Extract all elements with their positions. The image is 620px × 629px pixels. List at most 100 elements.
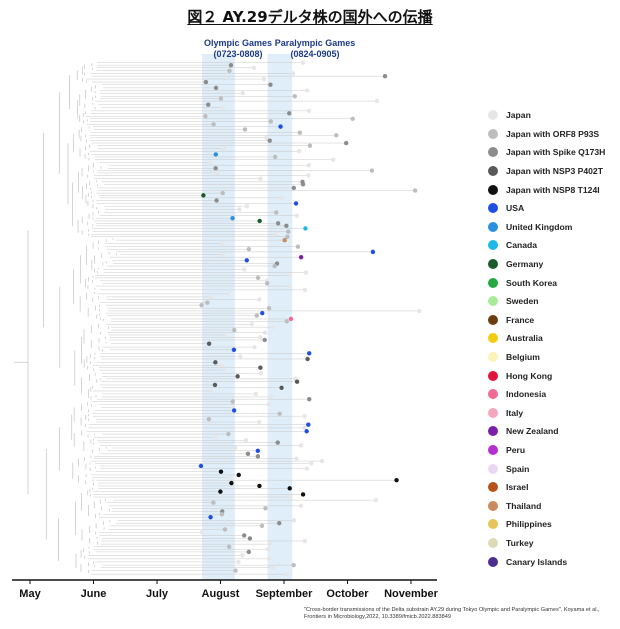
sample-point: [306, 173, 311, 178]
sample-point: [300, 60, 306, 65]
sample-point: [295, 244, 301, 249]
sample-point: [262, 330, 268, 335]
sample-point: [302, 425, 307, 431]
legend-label: Turkey: [506, 537, 534, 548]
sample-point: [206, 341, 212, 346]
legend-item: Japan with NSP8 T124I: [488, 180, 605, 199]
sample-point: [334, 133, 339, 138]
sample-point: [236, 559, 241, 565]
sample-point: [269, 394, 274, 400]
sample-point: [344, 140, 349, 146]
legend-item: Germany: [488, 255, 605, 274]
sample-point: [374, 98, 380, 104]
sample-point: [382, 73, 388, 79]
sample-point: [268, 82, 273, 87]
sample-point: [263, 506, 268, 511]
sample-point: [213, 85, 219, 91]
legend-label: Canada: [506, 240, 538, 251]
legend-swatch: [488, 147, 498, 158]
sample-point: [233, 568, 238, 573]
sample-point: [319, 458, 325, 464]
x-tick-label: July: [146, 588, 169, 600]
sample-point: [257, 218, 262, 224]
legend-item: Sweden: [488, 292, 605, 311]
sample-point: [279, 385, 284, 390]
sample-point: [267, 541, 272, 547]
sample-point: [298, 443, 304, 448]
sample-point: [231, 347, 237, 353]
sample-point: [246, 246, 251, 252]
legend-item: Italy: [488, 404, 605, 423]
figure-title: 図２ AY.29デルタ株の国外への伝播: [187, 8, 433, 26]
sample-point: [212, 382, 218, 388]
sample-point: [275, 440, 280, 445]
legend-swatch: [488, 519, 498, 530]
sample-point: [222, 367, 227, 373]
olympic-games-name: Olympic Games: [203, 38, 273, 48]
legend-swatch: [488, 426, 498, 437]
sample-point: [287, 111, 292, 116]
sample-point: [226, 291, 231, 297]
sample-point: [226, 431, 231, 437]
legend-item: Canada: [488, 236, 605, 255]
sample-point: [232, 445, 238, 451]
sample-point: [294, 379, 300, 384]
sample-point: [222, 527, 228, 532]
sample-point: [286, 283, 292, 289]
sample-point: [302, 413, 307, 419]
sample-point: [227, 475, 232, 480]
sample-point: [211, 500, 216, 505]
sample-point: [303, 270, 309, 275]
sample-point: [244, 258, 249, 263]
paralympic-games-dates: (0824-0905): [290, 49, 340, 59]
sample-point: [264, 135, 269, 141]
olympic-games-label: Olympic Games (0723-0808): [198, 38, 278, 60]
legend-swatch: [488, 352, 498, 363]
legend-swatch: [488, 444, 498, 455]
sample-point: [306, 422, 311, 427]
legend-swatch: [488, 407, 498, 418]
legend-swatch: [488, 203, 498, 214]
sample-point: [275, 221, 281, 226]
sample-point: [285, 234, 290, 239]
sample-point: [199, 530, 205, 535]
legend: Japan Japan with ORF8 P93S Japan with Spik…: [488, 106, 605, 571]
sample-point: [305, 356, 310, 362]
sample-point: [213, 166, 218, 171]
legend-label: Germany: [506, 259, 544, 270]
sample-point: [221, 146, 227, 151]
sample-point: [307, 143, 313, 148]
sample-point: [288, 494, 293, 500]
sample-point: [213, 435, 218, 440]
sample-point: [262, 337, 267, 343]
sample-point: [235, 374, 240, 379]
sample-point: [249, 322, 254, 327]
x-tick-label: June: [81, 588, 107, 600]
sample-point: [229, 480, 234, 486]
sample-point: [246, 549, 251, 555]
legend-label: Canary Islands: [506, 556, 568, 567]
sample-point: [288, 316, 294, 322]
legend-swatch: [488, 333, 498, 344]
legend-label: Israel: [506, 482, 529, 493]
sample-point: [231, 408, 237, 413]
legend-swatch: [488, 314, 498, 325]
legend-swatch: [488, 166, 498, 177]
sample-point: [291, 185, 297, 191]
legend-swatch: [488, 184, 498, 195]
sample-point: [270, 324, 276, 330]
sample-point: [284, 223, 289, 229]
sample-point: [230, 399, 235, 404]
legend-swatch: [488, 500, 498, 511]
legend-item: New Zealand: [488, 422, 605, 441]
sample-point: [261, 76, 267, 82]
sample-point: [255, 454, 261, 459]
x-tick-label: October: [326, 588, 369, 600]
sample-point: [304, 466, 310, 471]
sample-point: [245, 451, 251, 457]
sample-point: [255, 448, 261, 453]
sample-point: [252, 344, 257, 350]
sample-point: [258, 371, 263, 376]
olympic-games-dates: (0723-0808): [213, 49, 263, 59]
sample-point: [290, 71, 296, 76]
